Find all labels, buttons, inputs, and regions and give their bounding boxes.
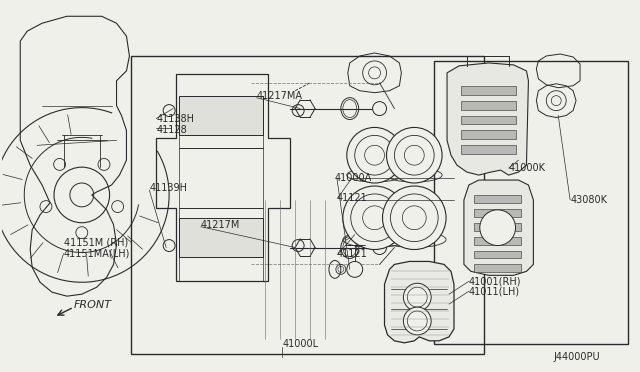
Polygon shape: [385, 262, 454, 343]
Circle shape: [383, 186, 446, 250]
Ellipse shape: [341, 237, 358, 259]
Circle shape: [292, 240, 304, 251]
Bar: [461, 101, 516, 110]
Text: FRONT: FRONT: [74, 300, 112, 310]
Circle shape: [387, 128, 442, 183]
Circle shape: [403, 283, 431, 311]
Bar: [474, 223, 522, 231]
Polygon shape: [156, 74, 290, 281]
Bar: [434, 61, 628, 344]
Circle shape: [343, 186, 406, 250]
Text: 41000K: 41000K: [509, 163, 545, 173]
Circle shape: [347, 262, 363, 277]
Text: 41000L: 41000L: [282, 339, 319, 349]
Text: 41217M: 41217M: [201, 220, 240, 230]
Circle shape: [480, 210, 516, 246]
Text: 41121: 41121: [337, 250, 367, 260]
Polygon shape: [464, 180, 533, 275]
Text: 41001(RH): 41001(RH): [469, 276, 522, 286]
Text: 41000A: 41000A: [335, 173, 372, 183]
Text: 41011(LH): 41011(LH): [469, 286, 520, 296]
Circle shape: [347, 128, 403, 183]
Text: 41139H: 41139H: [149, 183, 188, 193]
Bar: [474, 250, 522, 259]
Text: 43080K: 43080K: [570, 195, 607, 205]
Bar: [474, 195, 522, 203]
Bar: [474, 264, 522, 272]
Bar: [461, 131, 516, 140]
Text: 41138H: 41138H: [156, 113, 194, 124]
Text: 41217MA: 41217MA: [257, 91, 303, 101]
Circle shape: [372, 241, 387, 254]
Circle shape: [163, 240, 175, 251]
Bar: [474, 237, 522, 244]
Bar: [474, 209, 522, 217]
Circle shape: [403, 307, 431, 335]
Bar: [461, 86, 516, 95]
Circle shape: [292, 105, 304, 116]
Bar: [131, 56, 484, 354]
Text: J44000PU: J44000PU: [553, 352, 600, 362]
Text: 41121: 41121: [337, 193, 367, 203]
Bar: [179, 96, 264, 135]
Text: 41151MA(LH): 41151MA(LH): [64, 248, 131, 259]
Bar: [179, 218, 264, 257]
Circle shape: [163, 105, 175, 116]
Ellipse shape: [341, 98, 358, 119]
Bar: [461, 145, 516, 154]
Bar: [461, 116, 516, 125]
Polygon shape: [447, 63, 529, 175]
Text: 41128: 41128: [156, 125, 187, 135]
Text: 41151M (RH): 41151M (RH): [64, 238, 128, 248]
Circle shape: [372, 102, 387, 116]
